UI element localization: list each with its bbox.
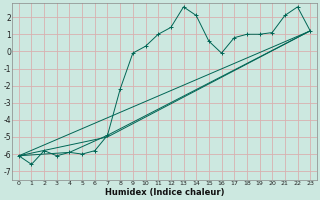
- X-axis label: Humidex (Indice chaleur): Humidex (Indice chaleur): [105, 188, 224, 197]
